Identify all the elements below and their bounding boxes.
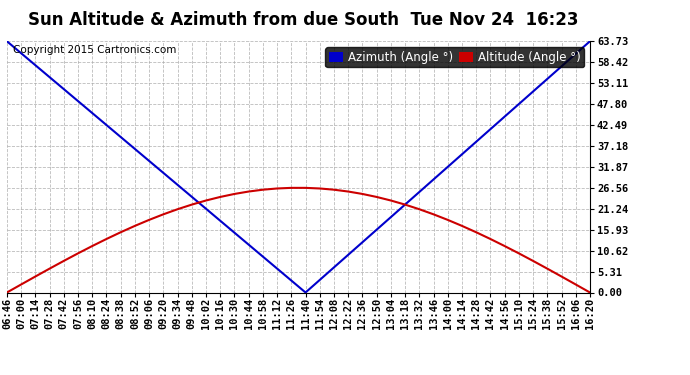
Legend: Azimuth (Angle °), Altitude (Angle °): Azimuth (Angle °), Altitude (Angle °) [326, 47, 584, 67]
Text: Copyright 2015 Cartronics.com: Copyright 2015 Cartronics.com [12, 45, 176, 55]
Text: Sun Altitude & Azimuth from due South  Tue Nov 24  16:23: Sun Altitude & Azimuth from due South Tu… [28, 11, 579, 29]
